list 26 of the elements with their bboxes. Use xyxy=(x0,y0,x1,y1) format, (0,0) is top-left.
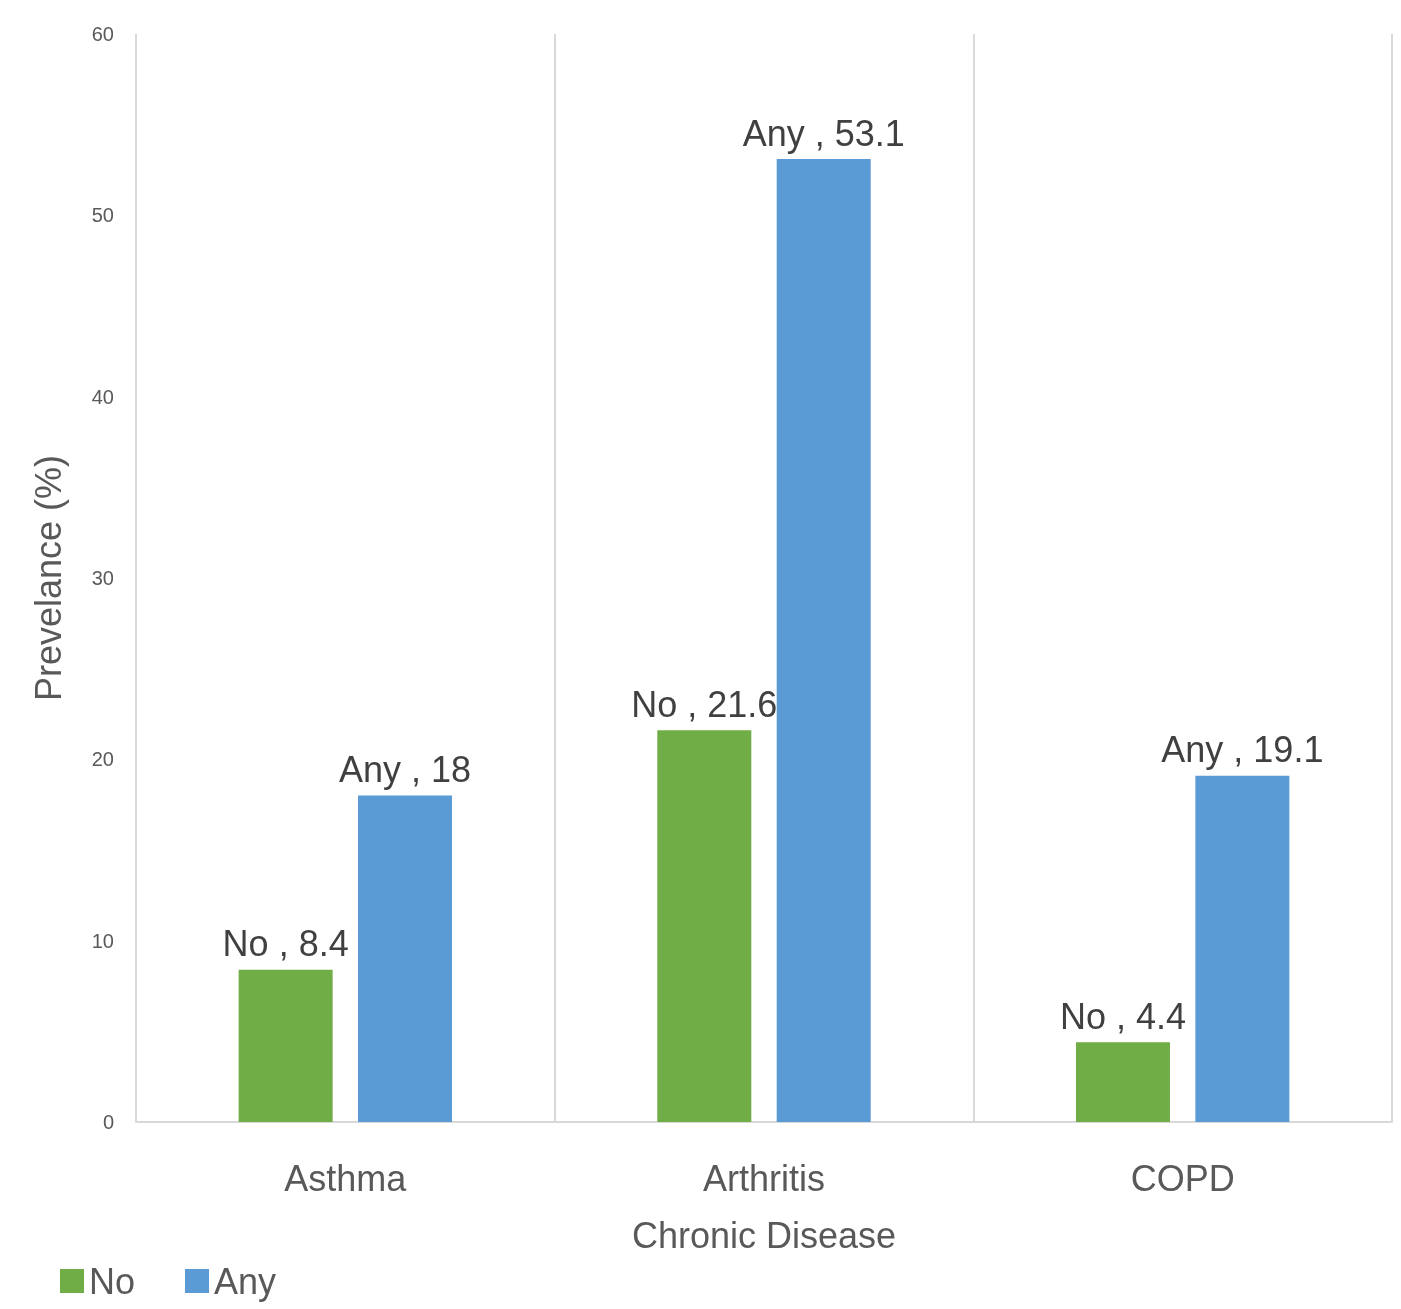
data-label: No , 21.6 xyxy=(631,683,778,725)
x-tick-label: COPD xyxy=(1130,1157,1235,1199)
y-tick-label: 40 xyxy=(91,385,114,408)
data-label: No , 4.4 xyxy=(1059,995,1187,1037)
y-tick-label: 50 xyxy=(91,204,114,227)
bar xyxy=(657,730,752,1122)
data-label: Any , 18 xyxy=(338,749,472,791)
y-axis-title: Prevelance (%) xyxy=(27,454,69,702)
legend-label: No xyxy=(89,1260,136,1302)
bar xyxy=(238,969,333,1122)
bar xyxy=(1195,775,1290,1122)
y-tick-label: 30 xyxy=(91,567,114,589)
y-tick-label: 60 xyxy=(91,23,114,45)
y-tick-label: 10 xyxy=(91,929,114,952)
bar xyxy=(358,795,453,1122)
x-axis-title: Chronic Disease xyxy=(631,1214,897,1256)
bar xyxy=(776,159,871,1122)
bar xyxy=(1075,1042,1170,1122)
y-tick-label: 20 xyxy=(91,748,114,771)
x-tick-label: Arthritis xyxy=(702,1157,826,1199)
y-tick-label: 0 xyxy=(102,1111,114,1133)
x-tick-label: Asthma xyxy=(284,1157,408,1199)
data-label: No , 8.4 xyxy=(222,923,349,965)
legend-label: Any xyxy=(214,1260,277,1302)
data-label: Any , 53.1 xyxy=(742,112,905,154)
data-label: Any , 19.1 xyxy=(1161,729,1324,771)
